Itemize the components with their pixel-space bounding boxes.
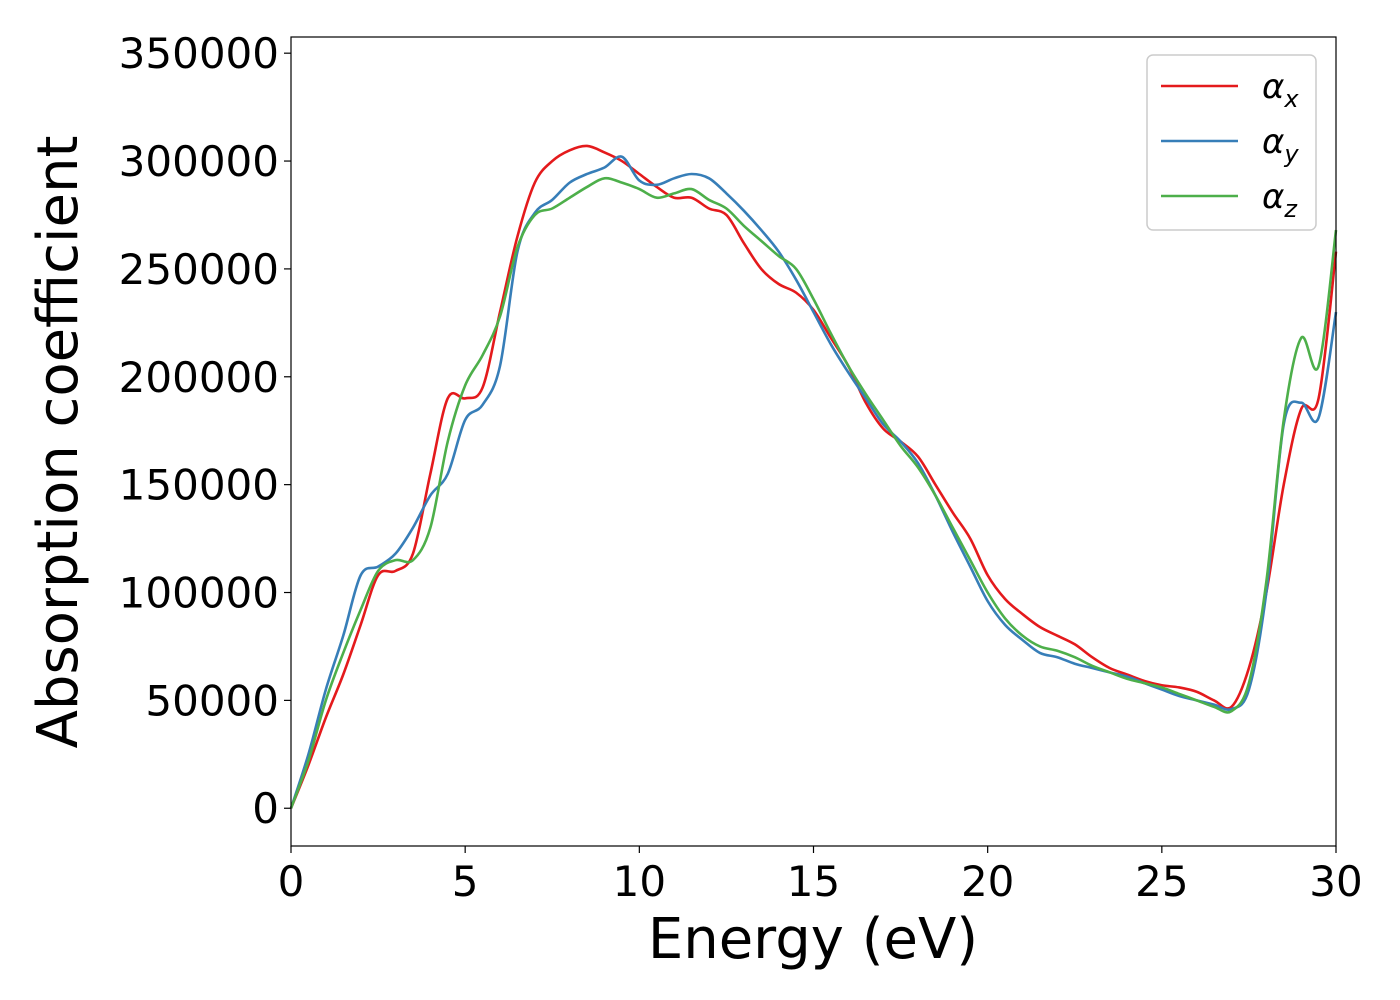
legend-label-z: αz xyxy=(1262,177,1298,223)
plot-lines xyxy=(289,144,1338,809)
y-tick-label: 0 xyxy=(252,784,279,833)
y-axis-ticks: 0 50000 100000 150000 200000 250000 300000 3500… xyxy=(119,29,291,833)
x-tick-label: 5 xyxy=(452,857,479,906)
legend-label-symbol: α xyxy=(1262,67,1284,107)
x-tick-label: 25 xyxy=(1135,857,1188,906)
legend-box xyxy=(1146,54,1317,231)
series-line-alpha-y xyxy=(289,155,1338,809)
x-tick-label: 0 xyxy=(278,857,305,906)
y-tick-label: 50000 xyxy=(145,676,279,725)
legend-label-symbol: α xyxy=(1262,122,1284,162)
series-line-alpha-z xyxy=(289,176,1338,809)
x-axis-title: Energy (eV) xyxy=(648,907,978,972)
y-tick-label: 300000 xyxy=(119,137,279,186)
y-tick-label: 250000 xyxy=(119,245,279,294)
legend-label-subscript: z xyxy=(1283,195,1298,223)
y-tick-label: 350000 xyxy=(119,29,279,78)
x-tick-label: 30 xyxy=(1309,857,1362,906)
legend-label-x: αx xyxy=(1262,67,1299,113)
series-line-alpha-x xyxy=(289,144,1338,809)
legend-label-subscript: x xyxy=(1283,85,1299,113)
legend-label-y: αy xyxy=(1262,122,1299,168)
y-axis-title: Absorption coefficient xyxy=(26,136,91,749)
x-axis-ticks: 0 5 10 15 20 25 30 xyxy=(278,846,1363,906)
y-tick-label: 150000 xyxy=(119,461,279,510)
y-tick-label: 100000 xyxy=(119,569,279,618)
x-tick-label: 20 xyxy=(961,857,1014,906)
x-tick-label: 15 xyxy=(787,857,840,906)
legend-label-symbol: α xyxy=(1262,177,1284,217)
legend-label-subscript: y xyxy=(1283,140,1299,168)
x-tick-label: 10 xyxy=(613,857,666,906)
y-tick-label: 200000 xyxy=(119,353,279,402)
